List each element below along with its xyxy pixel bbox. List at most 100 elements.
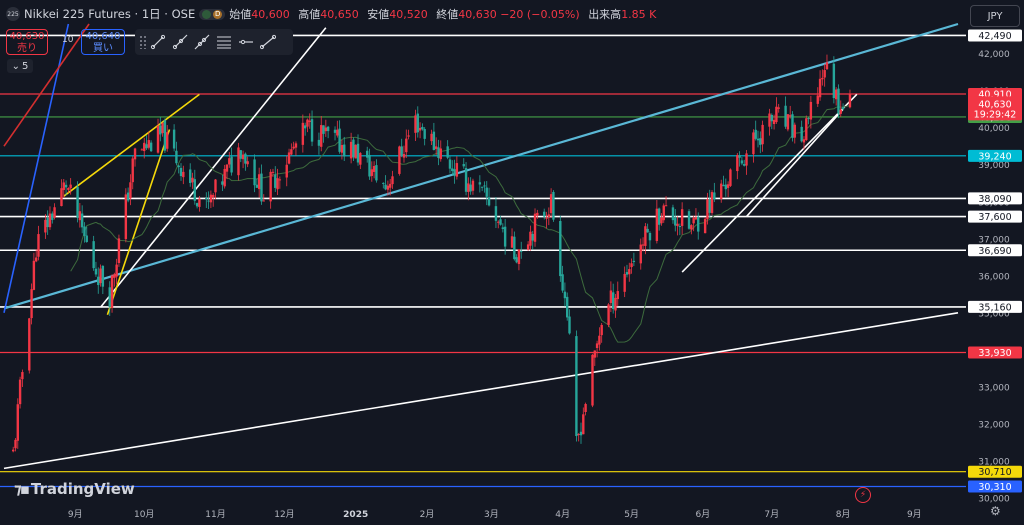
price-tick-36,000: 36,000: [978, 272, 1010, 282]
candle-2024-11-29: [278, 176, 282, 189]
volume-key: 出来高: [588, 8, 622, 21]
candle-body: [598, 335, 601, 345]
symbol-title[interactable]: Nikkei 225 Futures · 1日 · OSE: [24, 7, 196, 21]
candle-2025-06-10: [722, 175, 725, 187]
sell-button[interactable]: 40,630 売り: [6, 29, 48, 55]
candle-2025-04-01: [561, 265, 564, 293]
candle-2024-11-04: [221, 174, 224, 192]
candle-body: [549, 194, 553, 214]
extended-line-tool-icon[interactable]: [191, 29, 213, 55]
candle-body: [761, 124, 764, 145]
candle-2024-10-24: [195, 202, 199, 209]
currency-selector[interactable]: JPY: [970, 5, 1020, 27]
candle-body: [584, 403, 587, 412]
candle-body: [177, 165, 180, 168]
candle-body: [324, 127, 328, 132]
candle-body: [545, 217, 548, 219]
candle-body: [775, 106, 778, 123]
candle-body: [520, 250, 523, 252]
candle-2024-09-12: [99, 264, 102, 287]
candle-body: [64, 184, 68, 188]
candle-body: [333, 129, 337, 133]
candle-body: [485, 187, 488, 197]
trendline-tool-icon[interactable]: [147, 29, 169, 55]
candle-body: [287, 152, 291, 164]
buy-button[interactable]: 40,640 買い: [81, 29, 125, 55]
indicators-toggle[interactable]: ⌄ 5: [7, 59, 33, 73]
candle-2025-01-06: [366, 146, 369, 163]
candle-2024-10-09: [161, 122, 164, 137]
candle-2024-08-27: [62, 178, 65, 198]
high-key: 高値: [298, 8, 321, 21]
candle-body: [278, 179, 282, 181]
candle-body: [44, 219, 47, 233]
candle-2024-10-30: [209, 190, 213, 209]
candle-2024-11-27: [274, 166, 277, 192]
candle-body: [533, 213, 537, 242]
candle-2025-01-01: [354, 144, 357, 159]
candle-2025-02-27: [485, 181, 488, 206]
candle-2024-09-27: [133, 147, 137, 167]
candle-body: [841, 107, 845, 110]
candle-body: [421, 126, 424, 130]
candle-body: [816, 95, 819, 104]
gear-icon[interactable]: ⚙: [990, 504, 1001, 518]
candle-2025-08-01: [841, 103, 845, 111]
candle-2025-06-11: [724, 178, 728, 197]
candle-body: [303, 125, 307, 129]
candle-body: [434, 146, 438, 149]
candle-body: [149, 142, 153, 152]
candle-body: [600, 324, 603, 336]
candle-2025-04-02: [563, 282, 567, 307]
candle-2025-02-11: [448, 156, 452, 174]
candle-2024-10-25: [198, 195, 201, 212]
candle-2024-10-22: [191, 172, 194, 189]
candle-2024-08-26: [60, 179, 63, 207]
candle-2024-11-28: [276, 168, 279, 196]
candle-2025-02-04: [432, 122, 436, 151]
candle-body: [726, 184, 730, 188]
tradingview-logo[interactable]: ⁊▪ TradingView: [14, 480, 135, 498]
candle-body: [145, 144, 148, 149]
drawing-layer: [0, 22, 966, 488]
candle-body: [260, 173, 263, 202]
candle-2025-06-19: [743, 159, 746, 167]
candle-body: [382, 182, 385, 184]
candle-body: [756, 138, 760, 141]
candle-2025-03-12: [515, 254, 518, 264]
horizontal-line-tool-icon[interactable]: [235, 29, 257, 55]
candle-body: [439, 148, 442, 160]
candle-body: [51, 213, 54, 220]
candle-body: [467, 183, 470, 192]
candle-body: [228, 158, 231, 165]
market-status[interactable]: D: [199, 8, 226, 20]
info-line-tool-icon[interactable]: [257, 29, 279, 55]
trendline-6: [63, 93, 200, 197]
candle-2024-08-05: [11, 446, 15, 453]
fib-retracement-tool-icon[interactable]: [213, 29, 235, 55]
candle-2025-02-10: [446, 140, 449, 160]
candle-body: [676, 223, 679, 226]
candle-2025-07-28: [832, 56, 836, 104]
candle-2025-04-28: [623, 266, 626, 298]
time-axis[interactable]: 9月 10月 11月 12月 2025 2月 3月 4月 5月 6月 7月 8月 9月: [68, 509, 922, 520]
candle-body: [722, 184, 725, 187]
price-axis[interactable]: 30,00031,00032,00033,00034,00035,00036,0…: [968, 0, 1024, 525]
candle-body: [349, 141, 353, 159]
candle-2025-07-23: [821, 69, 824, 86]
candle-2024-12-18: [322, 125, 325, 143]
candle-body: [253, 159, 256, 186]
candle-2024-12-27: [343, 136, 346, 161]
candle-body: [648, 233, 652, 241]
candle-body: [703, 218, 707, 234]
candle-2024-09-11: [97, 267, 100, 294]
candle-body: [543, 211, 546, 217]
candle-body: [320, 125, 323, 147]
candle-2024-08-28: [64, 180, 68, 196]
drag-handle-icon[interactable]: [139, 35, 147, 49]
lightning-icon[interactable]: ⚡: [855, 487, 871, 503]
candle-2025-01-23: [405, 129, 408, 158]
candle-body: [784, 105, 787, 127]
ray-tool-icon[interactable]: [169, 29, 191, 55]
